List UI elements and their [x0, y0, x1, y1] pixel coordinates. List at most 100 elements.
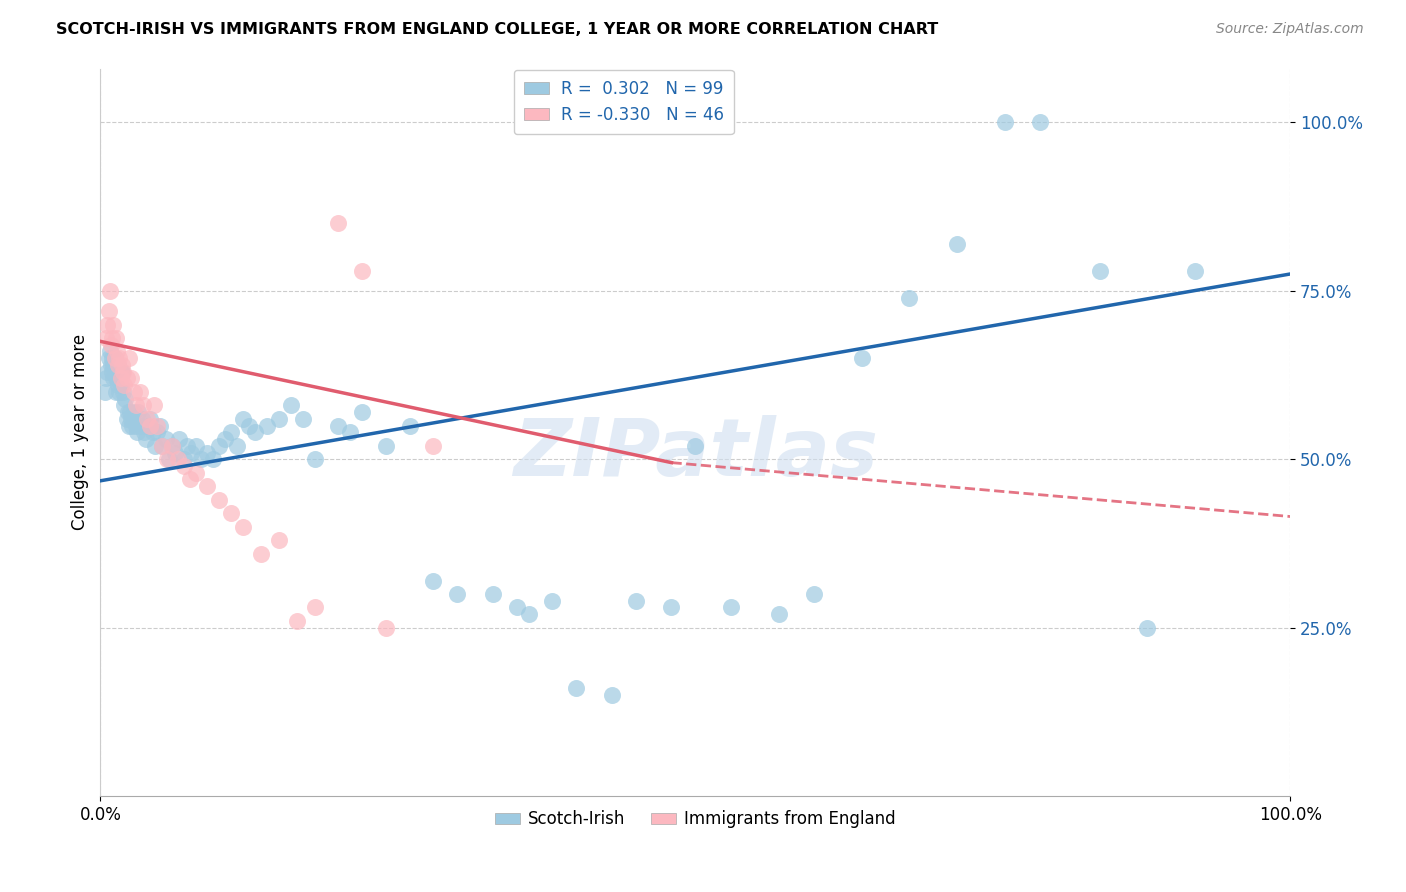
Point: [100, 358, 122, 372]
Point: [600, 688, 623, 702]
Point: [160, 439, 183, 453]
Point: [104, 351, 127, 366]
Point: [256, 418, 278, 433]
Point: [624, 593, 647, 607]
Point: [219, 506, 242, 520]
Point: [1029, 115, 1052, 129]
Point: [134, 425, 156, 440]
Point: [135, 432, 157, 446]
Text: SCOTCH-IRISH VS IMMIGRANTS FROM ENGLAND COLLEGE, 1 YEAR OR MORE CORRELATION CHAR: SCOTCH-IRISH VS IMMIGRANTS FROM ENGLAND …: [56, 22, 938, 37]
Point: [167, 432, 190, 446]
Point: [97, 304, 120, 318]
Point: [125, 398, 148, 412]
Point: [146, 425, 169, 440]
Point: [683, 439, 706, 453]
Point: [226, 439, 249, 453]
Point: [374, 439, 396, 453]
Point: [184, 466, 207, 480]
Point: [100, 337, 122, 351]
Point: [118, 351, 141, 366]
Point: [98, 344, 121, 359]
Point: [118, 418, 141, 433]
Point: [208, 492, 231, 507]
Point: [517, 607, 540, 622]
Point: [173, 452, 195, 467]
Point: [304, 600, 326, 615]
Point: [352, 405, 374, 419]
Point: [720, 600, 742, 615]
Point: [285, 614, 308, 628]
Point: [103, 318, 125, 332]
Point: [132, 398, 155, 412]
Point: [202, 452, 225, 467]
Point: [160, 439, 183, 453]
Point: [104, 351, 127, 366]
Point: [111, 365, 134, 379]
Point: [661, 600, 683, 615]
Point: [120, 405, 142, 419]
Point: [238, 418, 260, 433]
Point: [142, 425, 165, 440]
Point: [105, 358, 128, 372]
Point: [104, 384, 127, 399]
Point: [101, 365, 124, 379]
Point: [121, 418, 143, 433]
Point: [328, 217, 350, 231]
Point: [136, 418, 159, 433]
Point: [97, 351, 120, 366]
Point: [96, 318, 118, 332]
Point: [541, 593, 564, 607]
Point: [108, 384, 131, 399]
Point: [482, 587, 505, 601]
Point: [107, 358, 129, 372]
Point: [446, 587, 468, 601]
Point: [398, 418, 420, 433]
Point: [104, 371, 127, 385]
Point: [125, 418, 148, 433]
Point: [422, 574, 444, 588]
Point: [108, 371, 131, 385]
Point: [156, 452, 179, 467]
Point: [1088, 263, 1111, 277]
Point: [142, 398, 165, 412]
Point: [114, 392, 136, 406]
Point: [328, 418, 350, 433]
Text: ZIPatlas: ZIPatlas: [513, 415, 877, 493]
Point: [110, 371, 132, 385]
Point: [139, 412, 162, 426]
Point: [111, 365, 134, 379]
Point: [94, 384, 117, 399]
Point: [105, 365, 128, 379]
Point: [103, 358, 125, 372]
Point: [110, 365, 132, 379]
Point: [155, 432, 177, 446]
Point: [104, 365, 127, 379]
Point: [117, 405, 139, 419]
Point: [111, 384, 134, 399]
Point: [232, 519, 254, 533]
Point: [157, 452, 180, 467]
Point: [994, 115, 1017, 129]
Point: [339, 425, 361, 440]
Point: [232, 412, 254, 426]
Point: [565, 681, 588, 696]
Point: [208, 439, 231, 453]
Point: [98, 284, 121, 298]
Point: [291, 412, 314, 426]
Point: [111, 358, 134, 372]
Point: [851, 351, 873, 366]
Point: [150, 439, 173, 453]
Point: [803, 587, 825, 601]
Point: [422, 439, 444, 453]
Point: [1184, 263, 1206, 277]
Point: [374, 621, 396, 635]
Point: [166, 452, 188, 467]
Point: [105, 344, 128, 359]
Point: [150, 439, 173, 453]
Point: [139, 418, 162, 433]
Point: [173, 458, 195, 473]
Point: [176, 439, 198, 453]
Point: [143, 439, 166, 453]
Point: [250, 547, 273, 561]
Point: [214, 432, 236, 446]
